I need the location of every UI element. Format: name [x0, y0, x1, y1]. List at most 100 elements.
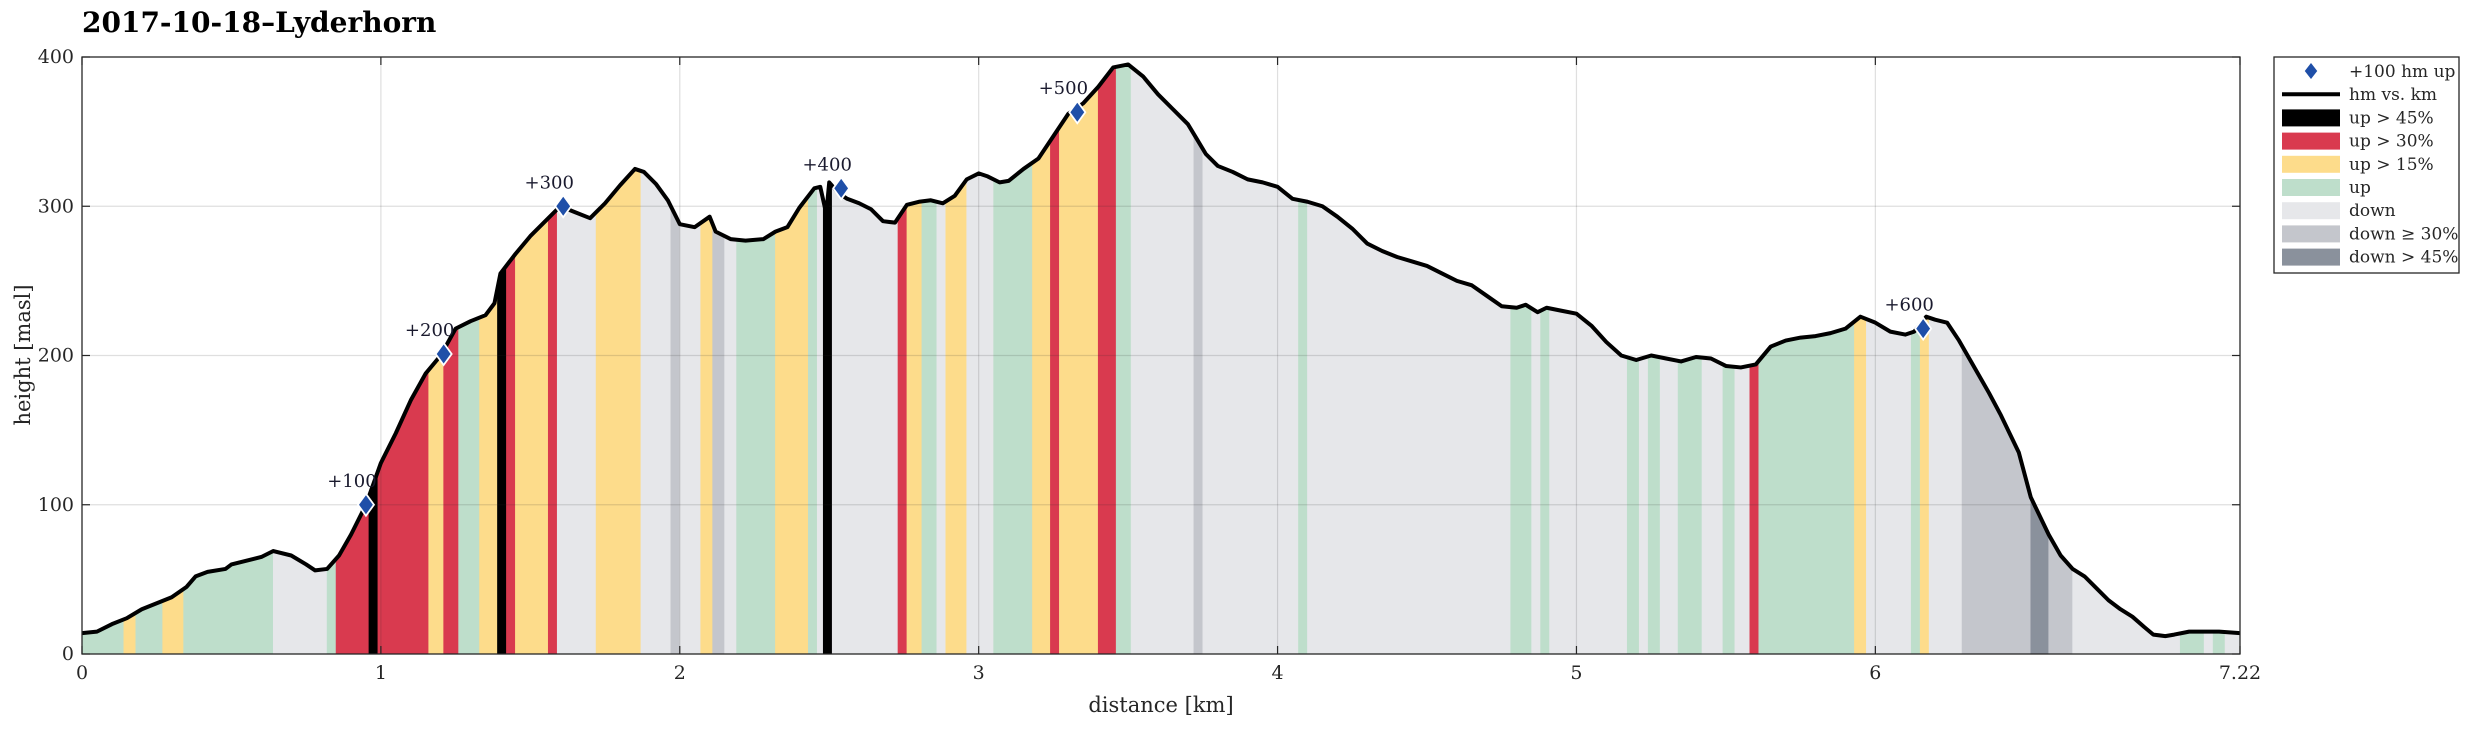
- x-tick-label: 2: [674, 662, 686, 684]
- band-down30: [1961, 344, 1990, 655]
- band-up: [1677, 356, 1703, 655]
- x-tick-label: 5: [1570, 662, 1582, 684]
- x-axis-label: distance [km]: [1088, 693, 1233, 717]
- band-up30: [1097, 66, 1117, 655]
- band-down: [1659, 356, 1679, 655]
- band-down: [679, 222, 702, 655]
- legend-swatch-marker: [2303, 61, 2319, 81]
- band-down: [1531, 307, 1541, 655]
- y-tick-label: 300: [38, 195, 74, 217]
- band-up30: [506, 253, 516, 655]
- band-down: [1549, 307, 1628, 655]
- y-axis-label: height [masl]: [11, 284, 35, 425]
- band-down: [640, 170, 672, 655]
- chart-title: 2017-10-18–Lyderhorn: [82, 6, 436, 39]
- band-down: [1130, 66, 1195, 655]
- band-up: [1540, 307, 1550, 655]
- band-up15: [1059, 86, 1099, 655]
- hm-marker-label: +100: [327, 471, 376, 492]
- band-down: [1701, 357, 1724, 655]
- band-up: [736, 231, 776, 655]
- band-up: [1626, 356, 1640, 655]
- band-up: [993, 162, 1033, 655]
- y-tick-label: 200: [38, 345, 74, 367]
- band-up: [1298, 199, 1308, 655]
- x-tick-label: 6: [1869, 662, 1881, 684]
- band-down: [936, 200, 947, 655]
- band-down: [1866, 318, 1912, 655]
- band-up30: [1749, 360, 1760, 655]
- hm-marker: [1068, 99, 1087, 125]
- band-up: [808, 187, 818, 655]
- band-up: [326, 558, 337, 655]
- legend-entry-label: down ≥ 30%: [2349, 224, 2458, 244]
- band-down30: [670, 206, 681, 655]
- band-up15: [945, 178, 968, 655]
- y-tick-label: 0: [62, 643, 74, 665]
- band-up: [2212, 631, 2226, 655]
- band-up: [1758, 320, 1855, 655]
- hm-marker-label: +600: [1884, 295, 1933, 316]
- band-up30: [547, 208, 558, 655]
- x-tick-label: 4: [1272, 662, 1284, 684]
- band-down: [556, 205, 597, 655]
- band-up15: [700, 216, 713, 655]
- band-down: [831, 185, 899, 655]
- legend-entry-label: hm vs. km: [2349, 85, 2437, 105]
- x-tick-label: 0: [76, 662, 88, 684]
- band-up45: [822, 181, 833, 655]
- hm-marker-label: +400: [802, 154, 851, 175]
- band-down30: [1193, 133, 1204, 655]
- hm-marker-label: +200: [405, 320, 454, 341]
- legend-swatch: [2282, 132, 2340, 150]
- band-up15: [1032, 139, 1051, 655]
- legend-entry-label: up > 30%: [2349, 132, 2434, 152]
- band-up30: [443, 326, 459, 655]
- band-up15: [479, 288, 498, 655]
- legend-swatch: [2282, 202, 2340, 220]
- band-up15: [595, 168, 642, 655]
- band-down: [724, 235, 737, 655]
- band-up30: [897, 203, 908, 655]
- band-down: [1928, 317, 1963, 655]
- hm-marker: [434, 341, 453, 367]
- hm-marker-label: +500: [1039, 78, 1088, 99]
- legend-swatch: [2282, 155, 2340, 173]
- legend-entry-label: down > 45%: [2349, 248, 2458, 268]
- x-tick-label: 7.22: [2219, 662, 2261, 684]
- band-down30: [712, 224, 725, 655]
- hm-marker: [832, 175, 851, 201]
- legend-entry-label: up: [2349, 178, 2371, 198]
- band-up45: [497, 264, 507, 655]
- legend-entry-label: +100 hm up: [2349, 62, 2456, 82]
- band-up: [2179, 631, 2205, 655]
- band-up: [1510, 304, 1532, 655]
- legend-swatch: [2282, 179, 2340, 196]
- band-down: [1202, 147, 1299, 655]
- band-up15: [515, 217, 549, 655]
- band-up15: [1854, 316, 1867, 655]
- x-tick-label: 1: [375, 662, 387, 684]
- band-up15: [1919, 316, 1930, 655]
- band-up15: [775, 195, 809, 655]
- legend-swatch: [2282, 109, 2340, 127]
- y-tick-label: 100: [38, 494, 74, 516]
- band-up: [921, 199, 938, 655]
- x-axis-ticks: 0 1 2 3 4 5 6 7.22: [76, 57, 2261, 684]
- x-tick-label: 3: [973, 662, 985, 684]
- legend-entry-label: up > 45%: [2349, 108, 2434, 128]
- band-up: [1115, 64, 1132, 655]
- band-up15: [906, 201, 923, 655]
- band-up15: [428, 348, 444, 655]
- y-axis-ticks: 0 100 200 300 400: [38, 46, 2240, 665]
- hm-marker: [1914, 316, 1933, 342]
- legend-swatch: [2282, 248, 2340, 266]
- legend: +100 hm up hm vs. km up > 45% up > 30% up > …: [2273, 56, 2460, 274]
- hm-markers: +100 +200 +300 +400 +500 +600: [327, 78, 1934, 518]
- band-down: [816, 186, 824, 655]
- legend-swatch: [2282, 225, 2340, 243]
- band-down: [2224, 631, 2241, 655]
- band-up: [1910, 323, 1921, 655]
- legend-entry-label: up > 15%: [2349, 155, 2434, 175]
